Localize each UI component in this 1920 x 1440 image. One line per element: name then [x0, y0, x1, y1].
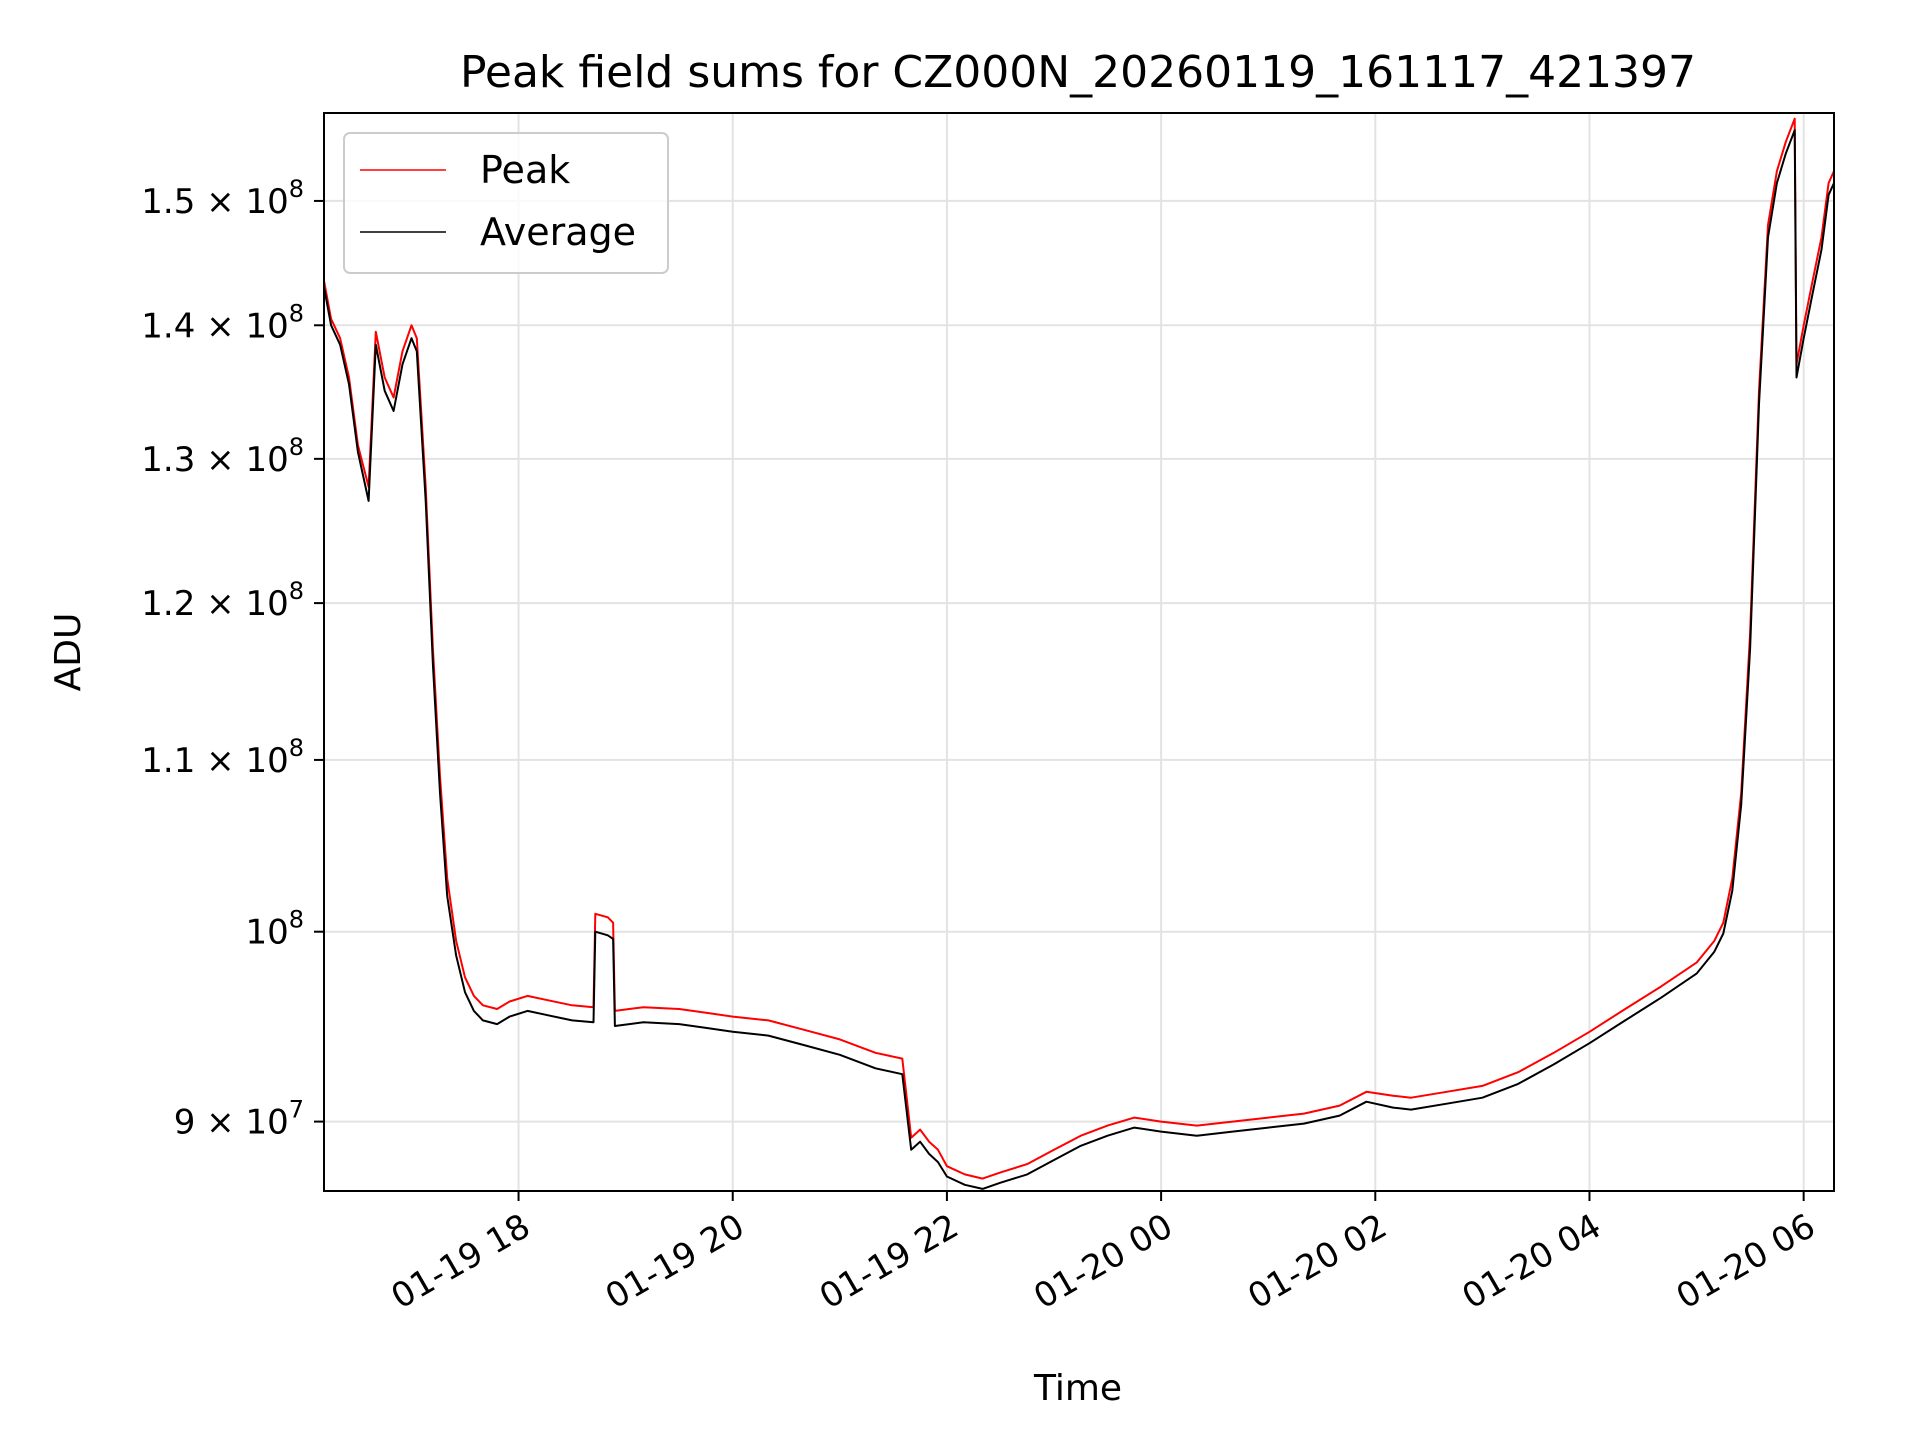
series-line-peak — [323, 117, 1835, 1180]
y-tick-label: 1.4 × 108 — [141, 299, 304, 346]
chart-title: Peak field sums for CZ000N_20260119_1611… — [460, 47, 1696, 98]
x-tick-label: 01-20 06 — [1670, 1206, 1822, 1317]
x-tick-label: 01-19 22 — [813, 1206, 965, 1317]
x-tick-label: 01-20 02 — [1241, 1206, 1393, 1317]
x-axis-label: Time — [1033, 1368, 1122, 1409]
y-tick-label: 1.1 × 108 — [141, 734, 304, 781]
plot-frame — [323, 112, 1835, 1192]
y-tick-label: 9 × 107 — [174, 1096, 304, 1143]
y-tick-label: 108 — [245, 906, 304, 953]
x-tick-label: 01-20 04 — [1456, 1206, 1608, 1317]
legend-label-average: Average — [480, 210, 636, 254]
y-tick-label: 1.3 × 108 — [141, 433, 304, 480]
y-tick-label: 1.5 × 108 — [141, 175, 304, 222]
legend: Peak Average — [343, 132, 669, 274]
x-tick-label: 01-19 20 — [599, 1206, 751, 1317]
y-tick-label: 1.2 × 108 — [141, 577, 304, 624]
x-tick-label: 01-19 18 — [385, 1206, 537, 1317]
tick-layer: 9 × 107 108 1.1 × 108 1.2 × 108 1.3 × 108 1.4… — [141, 175, 1822, 1317]
legend-box — [343, 132, 669, 274]
legend-label-peak: Peak — [480, 148, 570, 192]
y-axis-label: ADU — [48, 613, 89, 692]
x-tick-label: 01-20 00 — [1027, 1206, 1179, 1317]
series-line-average — [323, 129, 1835, 1190]
series-layer — [323, 117, 1835, 1190]
grid-layer — [324, 113, 1834, 1191]
